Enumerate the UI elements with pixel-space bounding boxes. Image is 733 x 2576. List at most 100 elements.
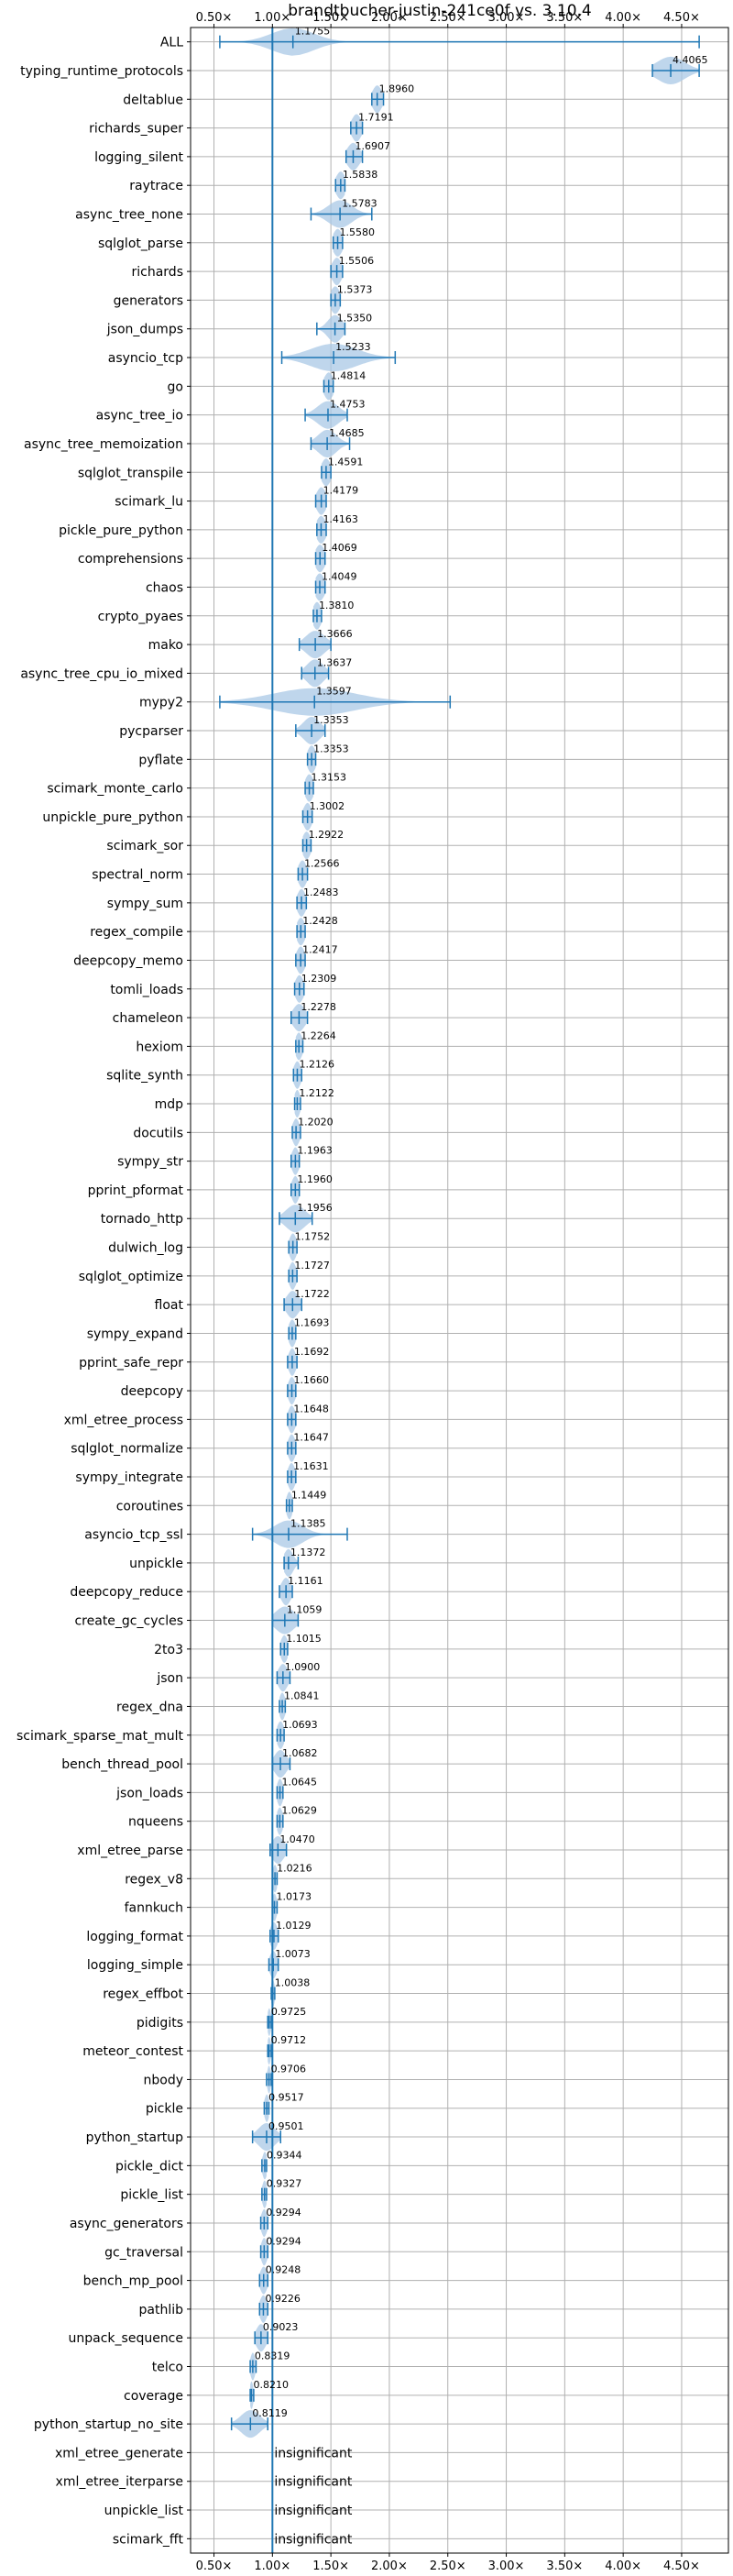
- x-tick-label-top: 3.00×: [488, 11, 525, 25]
- value-label: 1.5233: [335, 341, 371, 353]
- value-label: 0.9327: [267, 2178, 302, 2190]
- category-label: sqlglot_optimize: [79, 1270, 183, 1284]
- grid-layer: [187, 24, 728, 2557]
- insignificant-label: insignificant: [274, 2475, 353, 2490]
- value-label: 1.2122: [299, 1087, 334, 1099]
- category-label: json_dumps: [106, 323, 183, 337]
- value-label: 1.0073: [275, 1948, 311, 1960]
- value-label: 0.9023: [263, 2321, 299, 2333]
- x-tick-label-bottom: 3.00×: [488, 2559, 525, 2573]
- value-label: 1.1059: [287, 1604, 323, 1616]
- x-tick-label-top: 4.00×: [605, 11, 641, 25]
- category-label: xml_etree_generate: [55, 2446, 183, 2460]
- x-tick-label-bottom: 3.50×: [546, 2559, 583, 2573]
- category-label: mypy2: [139, 696, 183, 710]
- value-label: 1.1660: [294, 1374, 330, 1386]
- value-label: 1.4814: [331, 369, 366, 381]
- category-label: sqlglot_normalize: [71, 1442, 183, 1457]
- value-label: 1.5783: [342, 197, 377, 209]
- value-label: 1.2309: [301, 973, 337, 985]
- category-label: deepcopy_memo: [73, 953, 183, 968]
- x-tick-label-bottom: 4.50×: [663, 2559, 700, 2573]
- category-label: asyncio_tcp: [108, 351, 183, 366]
- category-label: create_gc_cycles: [74, 1614, 183, 1629]
- value-label: 1.0470: [279, 1833, 315, 1845]
- value-label: 1.1727: [294, 1260, 330, 1271]
- value-label: 1.5838: [343, 169, 378, 181]
- category-label: pyflate: [138, 753, 183, 767]
- category-label: pycparser: [119, 724, 183, 739]
- category-label: async_tree_cpu_io_mixed: [20, 666, 183, 681]
- value-label: 0.9517: [268, 2092, 304, 2104]
- category-label: generators: [114, 293, 183, 308]
- value-label: 1.4049: [322, 570, 357, 582]
- x-tick-label-bottom: 4.00×: [605, 2559, 641, 2573]
- category-label: nqueens: [128, 1815, 183, 1830]
- value-label: 0.9712: [271, 2034, 307, 2046]
- category-label: docutils: [133, 1126, 183, 1140]
- category-label: telco: [152, 2361, 183, 2375]
- category-label: regex_v8: [125, 1872, 183, 1887]
- value-label: 1.0216: [277, 1862, 312, 1874]
- value-label: 1.7191: [358, 112, 394, 124]
- category-label: raytrace: [129, 179, 183, 193]
- value-label: 1.5373: [337, 283, 373, 295]
- category-label: dulwich_log: [108, 1241, 183, 1256]
- value-label: 1.3353: [313, 714, 349, 726]
- category-label: sympy_str: [117, 1155, 183, 1170]
- value-label: 1.3597: [316, 686, 352, 698]
- value-label: 1.2126: [299, 1059, 334, 1071]
- category-label: tornado_http: [101, 1212, 183, 1227]
- insignificant-label: insignificant: [274, 2446, 353, 2460]
- value-label: 1.0900: [285, 1661, 321, 1673]
- value-label: 1.1372: [290, 1547, 326, 1558]
- category-label: bench_thread_pool: [61, 1757, 183, 1772]
- category-label: pathlib: [139, 2303, 184, 2317]
- value-label: 1.0173: [277, 1891, 312, 1903]
- category-label: hexiom: [136, 1040, 183, 1054]
- value-label: 1.4069: [322, 542, 357, 554]
- category-label: async_tree_none: [75, 207, 183, 222]
- value-label: 1.5350: [337, 313, 373, 325]
- value-label: 1.2428: [302, 915, 338, 927]
- x-tick-label-top: 2.00×: [371, 11, 408, 25]
- category-label: richards_super: [89, 122, 183, 137]
- category-label: unpickle_pure_python: [42, 810, 183, 825]
- value-label: 1.8960: [379, 83, 415, 94]
- category-label: meteor_contest: [82, 2044, 183, 2059]
- category-label: pickle_list: [120, 2188, 183, 2203]
- value-label: 1.1755: [295, 26, 331, 38]
- x-tick-label-top: 3.50×: [546, 11, 583, 25]
- value-label: 1.5580: [340, 226, 376, 238]
- value-label: 1.4163: [323, 513, 358, 525]
- category-label: nbody: [144, 2073, 184, 2087]
- value-label: 1.1963: [297, 1145, 333, 1157]
- value-label: 0.9725: [271, 2006, 307, 2018]
- value-label: 1.1693: [294, 1316, 330, 1328]
- category-label: sqlite_synth: [106, 1069, 183, 1084]
- value-label: 0.9294: [266, 2207, 301, 2218]
- category-label: pprint_pformat: [88, 1183, 184, 1198]
- value-label: 0.9248: [266, 2264, 301, 2276]
- value-label: 1.3810: [319, 600, 355, 611]
- category-label: logging_simple: [87, 1958, 183, 1973]
- value-label: 1.1161: [288, 1575, 323, 1587]
- value-label: 1.0645: [282, 1776, 318, 1788]
- x-tick-label-top: 1.50×: [312, 11, 349, 25]
- x-tick-label-top: 2.50×: [430, 11, 466, 25]
- category-label: pickle_dict: [115, 2159, 184, 2174]
- value-label: 1.1752: [295, 1231, 331, 1243]
- insignificant-label: insignificant: [274, 2532, 353, 2547]
- value-label: 1.2483: [303, 886, 339, 898]
- category-label: asyncio_tcp_ssl: [84, 1528, 183, 1543]
- value-label: 0.9344: [267, 2149, 302, 2161]
- category-label: regex_compile: [90, 925, 183, 940]
- value-label: 1.0841: [284, 1690, 320, 1701]
- value-label: 1.2020: [298, 1116, 334, 1128]
- category-label: 2to3: [154, 1643, 183, 1657]
- category-label: sympy_expand: [87, 1327, 183, 1341]
- category-label: python_startup_no_site: [34, 2417, 183, 2432]
- value-label: 0.9706: [271, 2063, 307, 2075]
- value-label: 1.4179: [323, 485, 359, 497]
